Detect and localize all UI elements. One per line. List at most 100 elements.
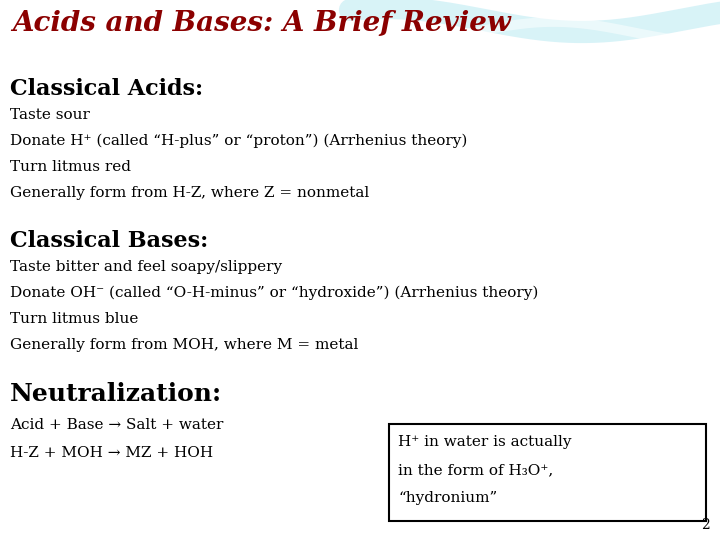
Text: Neutralization:: Neutralization: bbox=[10, 382, 222, 406]
Bar bbox=[0, 517, 720, 519]
Bar bbox=[0, 482, 720, 483]
Bar bbox=[0, 524, 720, 526]
Text: H-Z + MOH → MZ + HOH: H-Z + MOH → MZ + HOH bbox=[10, 446, 213, 460]
Bar bbox=[0, 475, 720, 476]
Bar bbox=[0, 510, 720, 511]
Bar bbox=[0, 539, 720, 540]
Bar bbox=[0, 490, 720, 492]
Bar bbox=[0, 468, 720, 470]
Bar bbox=[0, 529, 720, 530]
Bar bbox=[0, 450, 720, 451]
Bar bbox=[0, 538, 720, 539]
Text: Acid + Base → Salt + water: Acid + Base → Salt + water bbox=[10, 418, 223, 432]
Bar bbox=[0, 496, 720, 498]
Bar bbox=[0, 508, 720, 509]
Bar bbox=[0, 465, 720, 468]
Bar bbox=[0, 487, 720, 489]
Bar bbox=[0, 523, 720, 525]
Bar bbox=[0, 464, 720, 466]
Text: Donate H⁺ (called “H-plus” or “proton”) (Arrhenius theory): Donate H⁺ (called “H-plus” or “proton”) … bbox=[10, 134, 467, 148]
Bar bbox=[0, 514, 720, 516]
Bar bbox=[0, 535, 720, 536]
Bar bbox=[0, 476, 720, 477]
Bar bbox=[0, 451, 720, 453]
Bar bbox=[0, 463, 720, 465]
Bar bbox=[0, 457, 720, 458]
Bar bbox=[0, 480, 720, 481]
Bar bbox=[0, 459, 720, 461]
Bar bbox=[0, 537, 720, 538]
Bar bbox=[0, 531, 720, 532]
Bar bbox=[0, 530, 720, 531]
Bar bbox=[0, 516, 720, 518]
Bar bbox=[0, 509, 720, 510]
Bar bbox=[0, 525, 720, 527]
Text: in the form of H₃O⁺,: in the form of H₃O⁺, bbox=[398, 463, 553, 477]
Bar bbox=[0, 477, 720, 478]
Bar bbox=[0, 494, 720, 496]
Bar bbox=[0, 460, 720, 462]
Bar bbox=[0, 90, 720, 540]
Bar bbox=[0, 461, 720, 463]
Text: Classical Acids:: Classical Acids: bbox=[10, 78, 203, 100]
Bar bbox=[0, 492, 720, 495]
Bar bbox=[0, 528, 720, 529]
Bar bbox=[0, 467, 720, 469]
Bar bbox=[0, 495, 720, 497]
Bar bbox=[0, 500, 720, 501]
Bar bbox=[0, 501, 720, 502]
Text: Donate OH⁻ (called “O-H-minus” or “hydroxide”) (Arrhenius theory): Donate OH⁻ (called “O-H-minus” or “hydro… bbox=[10, 286, 539, 300]
Text: 2: 2 bbox=[701, 518, 710, 532]
Bar bbox=[0, 488, 720, 490]
Bar bbox=[0, 471, 720, 473]
Bar bbox=[0, 455, 720, 456]
Text: Generally form from H-Z, where Z = nonmetal: Generally form from H-Z, where Z = nonme… bbox=[10, 186, 369, 200]
Bar bbox=[0, 503, 720, 504]
Text: Acids and Bases: A Brief Review: Acids and Bases: A Brief Review bbox=[12, 10, 510, 37]
Bar bbox=[0, 507, 720, 508]
Bar bbox=[0, 491, 720, 493]
Text: “hydronium”: “hydronium” bbox=[398, 491, 498, 505]
Bar bbox=[0, 462, 720, 464]
Text: Generally form from MOH, where M = metal: Generally form from MOH, where M = metal bbox=[10, 338, 359, 352]
Bar bbox=[0, 497, 720, 499]
Bar bbox=[0, 472, 720, 474]
Bar bbox=[0, 504, 720, 505]
Text: Taste sour: Taste sour bbox=[10, 108, 90, 122]
Bar bbox=[0, 511, 720, 512]
Bar bbox=[0, 532, 720, 534]
Bar bbox=[0, 456, 720, 457]
Bar bbox=[0, 519, 720, 522]
Bar bbox=[0, 536, 720, 537]
Text: Taste bitter and feel soapy/slippery: Taste bitter and feel soapy/slippery bbox=[10, 260, 282, 274]
Text: Turn litmus red: Turn litmus red bbox=[10, 160, 131, 174]
Bar bbox=[0, 502, 720, 503]
Bar bbox=[0, 522, 720, 524]
FancyBboxPatch shape bbox=[389, 424, 706, 521]
Bar bbox=[0, 505, 720, 507]
Bar bbox=[0, 481, 720, 482]
Bar bbox=[0, 513, 720, 515]
Bar bbox=[0, 484, 720, 485]
Bar bbox=[0, 485, 720, 487]
Text: H⁺ in water is actually: H⁺ in water is actually bbox=[398, 435, 572, 449]
Bar bbox=[0, 454, 720, 455]
Bar bbox=[0, 483, 720, 484]
Bar bbox=[0, 486, 720, 488]
Bar bbox=[0, 515, 720, 517]
Bar bbox=[0, 489, 720, 491]
Bar bbox=[0, 478, 720, 480]
Bar bbox=[0, 526, 720, 528]
Bar bbox=[0, 470, 720, 472]
Text: Turn litmus blue: Turn litmus blue bbox=[10, 312, 138, 326]
Bar bbox=[0, 512, 720, 514]
Bar bbox=[0, 498, 720, 500]
Text: Classical Bases:: Classical Bases: bbox=[10, 230, 208, 252]
Bar bbox=[0, 521, 720, 523]
Bar bbox=[0, 458, 720, 460]
Bar bbox=[0, 474, 720, 475]
Bar bbox=[0, 453, 720, 454]
Bar bbox=[0, 534, 720, 535]
Bar bbox=[0, 469, 720, 471]
Bar bbox=[0, 518, 720, 520]
